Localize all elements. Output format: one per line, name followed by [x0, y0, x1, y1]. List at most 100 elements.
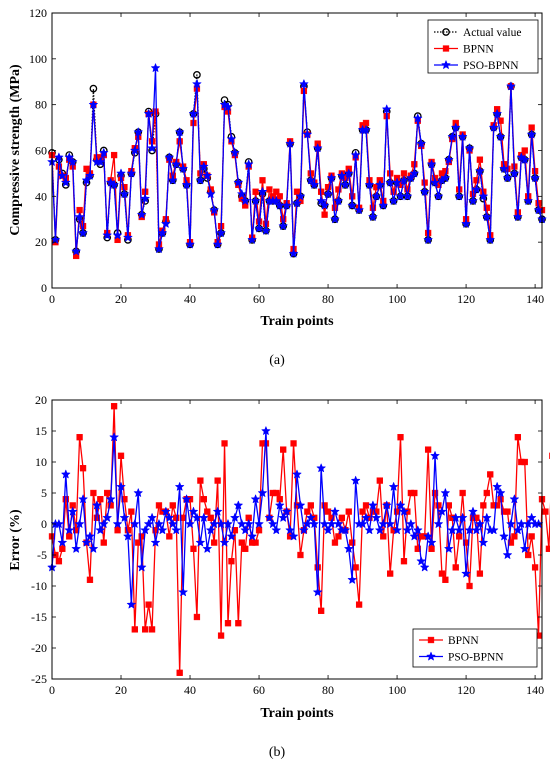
panel-a-bpnn-point-18: [110, 151, 118, 159]
panel-a-pso-bpnn-point-123: [471, 184, 481, 194]
panel-b-y-tick-label: -25: [31, 672, 47, 686]
panel-b-bpnn-point-86: [345, 508, 352, 515]
panel-a-pso-bpnn-point-57: [244, 159, 254, 169]
panel-b-pso-bpnn-point-20: [116, 482, 126, 491]
panel-a-compressive-strength-chart: 0 20 40 60 80 100 120 140 0 20 40 60 80 100 120 Train…: [8, 6, 547, 368]
panel-b-pso-bpnn-point-102: [399, 506, 409, 516]
panel-a-pso-bpnn-point-76: [309, 180, 319, 189]
panel-b-pso-bpnn-point-124: [475, 519, 485, 528]
panel-b-pso-bpnn-point-77: [313, 587, 323, 597]
panel-a-pso-bpnn-point-138: [523, 196, 533, 205]
panel-a-x-axis-label: Train points: [260, 314, 334, 329]
panel-b-bpnn-point-45: [204, 508, 211, 515]
panel-b-pso-bpnn-point-30: [151, 537, 161, 547]
panel-a-pso-bpnn-series: [47, 63, 547, 258]
panel-a-pso-bpnn-point-62: [261, 226, 271, 235]
panel-b-pso-bpnn-point-10: [82, 537, 91, 547]
panel-b-y-axis-label: Error (%): [8, 509, 23, 571]
panel-b-pso-bpnn-point-128: [489, 525, 499, 535]
panel-b-bpnn-point-132: [504, 508, 511, 515]
panel-a-pso-bpnn-point-29: [147, 143, 157, 153]
panel-a-pso-bpnn-point-20: [116, 168, 126, 178]
panel-b-bpnn-point-79: [321, 502, 328, 509]
panel-a-pso-bpnn-point-37: [175, 127, 185, 137]
panel-b-pso-bpnn-point-37: [175, 482, 185, 491]
panel-b-bpnn-point-82: [331, 539, 339, 546]
panel-a-pso-bpnn-point-44: [199, 161, 209, 171]
panel-b-bpnn-point-112: [435, 502, 442, 509]
panel-b-bpnn-point-34: [166, 533, 173, 540]
panel-b-bpnn-point-44: [200, 496, 207, 503]
panel-a-pso-bpnn-point-71: [292, 198, 302, 208]
panel-a-legend-actual-value-marker-point-0: [442, 28, 450, 36]
panel-b-pso-bpnn-point-104: [406, 519, 416, 528]
panel-b-bpnn-point-47: [211, 539, 218, 546]
panel-b-bpnn-point-20: [117, 452, 125, 459]
panel-b-pso-bpnn-series: [47, 426, 544, 609]
panel-b-pso-bpnn-point-76: [309, 519, 319, 528]
panel-b-y-tick-label: -20: [31, 641, 47, 655]
panel-b-pso-bpnn-point-86: [344, 544, 354, 553]
panel-b-pso-bpnn-point-38: [178, 587, 188, 597]
panel-b-pso-bpnn-point-6: [68, 506, 78, 516]
panel-a-pso-bpnn-point-41: [188, 109, 198, 118]
panel-a-pso-bpnn-point-79: [320, 200, 330, 210]
panel-a-pso-bpnn-point-43: [195, 175, 205, 185]
panel-b-bpnn-point-111: [431, 489, 439, 497]
panel-a-pso-bpnn-point-86: [344, 168, 354, 178]
panel-a-pso-bpnn-point-9: [78, 228, 88, 237]
panel-b-pso-bpnn-point-68: [282, 506, 292, 516]
panel-b-pso-bpnn-point-61: [258, 488, 267, 497]
panel-a-x-tick-label: 80: [322, 292, 334, 306]
panel-a-bpnn-point-83: [335, 186, 342, 193]
panel-b-bpnn-point-16: [104, 489, 111, 497]
panel-b-x-tick-label: 20: [115, 683, 127, 697]
panel-b-bpnn-point-52: [228, 558, 235, 565]
panel-a-bpnn-point-99: [390, 188, 397, 195]
panel-a-pso-bpnn-point-130: [496, 132, 506, 141]
panel-b-bpnn-point-18: [110, 403, 118, 410]
panel-a-bpnn-point-59: [252, 188, 259, 195]
panel-a-pso-bpnn-point-27: [140, 193, 150, 203]
panel-a-pso-bpnn-point-26: [137, 209, 147, 219]
panel-a-pso-bpnn-point-61: [258, 187, 267, 196]
panel-a-bpnn-point-126: [483, 204, 490, 211]
panel-b-pso-bpnn-point-115: [444, 544, 454, 553]
panel-b-pso-bpnn-point-43: [195, 537, 205, 547]
panel-a-pso-bpnn-point-135: [513, 212, 523, 221]
panel-b-pso-bpnn-point-5: [64, 525, 74, 535]
panel-a-bpnn-point-71: [293, 188, 301, 195]
panel-a-legend: Actual value BPNN PSO-BPNN: [427, 19, 539, 74]
panel-b-y-tick-label: 20: [35, 393, 47, 407]
panel-a-pso-bpnn-point-139: [527, 129, 537, 139]
panel-a-bpnn-point-79: [321, 211, 328, 218]
panel-b-y-tick-label: 10: [35, 455, 47, 469]
panel-b-pso-bpnn-point-114: [440, 488, 450, 497]
panel-b-pso-bpnn-point-92: [364, 525, 374, 535]
panel-a-pso-bpnn-point-83: [333, 196, 343, 205]
panel-a-pso-bpnn-point-82: [330, 214, 340, 224]
panel-a-pso-bpnn-point-78: [316, 196, 326, 205]
panel-a-pso-bpnn-point-8: [75, 212, 85, 221]
panel-a-y-tick-label: 60: [35, 144, 47, 158]
panel-b-bpnn-point-106: [414, 545, 421, 552]
panel-b-bpnn-point-12: [90, 489, 97, 497]
panel-b-bpnn-point-143: [542, 508, 549, 515]
panel-b-pso-bpnn-point-2: [54, 519, 64, 528]
panel-b-pso-bpnn-line: [51, 430, 539, 606]
panel-a-y-tick-label: 120: [29, 6, 47, 20]
panel-b-caption: (b): [269, 745, 286, 760]
panel-b-legend-bpnn-marker-point-0: [427, 636, 435, 644]
panel-b-pso-bpnn-point-106: [413, 525, 423, 535]
panel-a-pso-bpnn-point-110: [427, 159, 437, 169]
panel-b-pso-bpnn-point-46: [206, 525, 216, 535]
panel-b-bpnn-point-46: [207, 514, 214, 521]
panel-b-bpnn-point-114: [442, 576, 449, 583]
panel-a-pso-bpnn-point-96: [378, 200, 388, 210]
panel-b-pso-bpnn-point-123: [471, 525, 481, 535]
panel-b-pso-bpnn-point-139: [527, 513, 537, 522]
panel-a-pso-bpnn-point-97: [382, 104, 392, 114]
panel-b-pso-bpnn-point-83: [333, 519, 343, 528]
panel-a-pso-bpnn-point-133: [506, 81, 516, 91]
panel-b-pso-bpnn-point-58: [247, 531, 257, 541]
